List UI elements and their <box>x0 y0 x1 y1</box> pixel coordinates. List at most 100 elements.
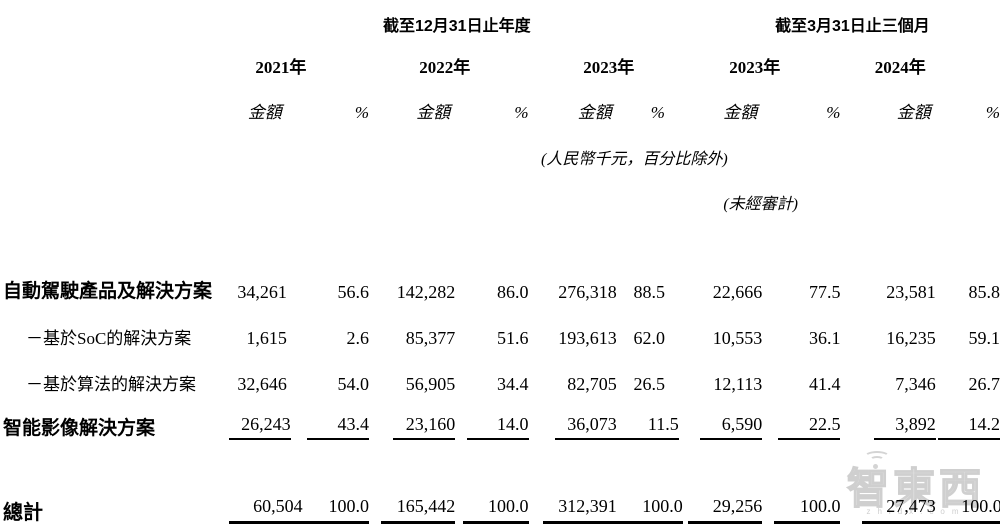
value: 193,613 <box>558 328 617 348</box>
value: 312,391 <box>542 496 617 524</box>
value: 10,553 <box>712 328 763 348</box>
percent-cell: 100.0 <box>762 492 841 524</box>
units-note-text: (人民幣千元，百分比除外) <box>540 151 728 168</box>
percent-cell: 100.0 <box>935 492 1000 524</box>
year-label: 2023年 <box>583 58 635 77</box>
value: 100.0 <box>935 496 1000 524</box>
value: 26.7 <box>968 374 1000 394</box>
amount-cell: 22,666 <box>665 267 763 306</box>
amount-header: 金額 <box>723 103 758 122</box>
amount-cell: 23,160 <box>369 398 456 440</box>
value: 14.2 <box>938 414 1000 440</box>
period-group-annual: 截至12月31日止年度 <box>229 0 665 38</box>
amount-cell: 193,613 <box>529 306 617 352</box>
value: 16,235 <box>886 328 936 348</box>
unaudited-note: (未經審計) <box>665 172 841 217</box>
value: 1,615 <box>246 328 287 348</box>
year-label: 2023年 <box>729 58 781 77</box>
year-2023-q1: 2023年 <box>665 38 841 81</box>
amount-header: 金額 <box>416 103 451 122</box>
amount-cell: 3,892 <box>840 398 936 440</box>
percent-header: % <box>826 103 841 122</box>
value: 23,160 <box>393 414 456 440</box>
value: 142,282 <box>396 282 456 302</box>
period-group-row: 截至12月31日止年度 截至3月31日止三個月 <box>0 0 1000 38</box>
empty-cell <box>840 172 1000 217</box>
amount-cell: 12,113 <box>665 352 762 398</box>
amount-cell: 16,235 <box>840 306 936 352</box>
value: 29,256 <box>688 496 763 524</box>
percent-cell: 59.1 <box>936 306 1000 352</box>
value: 36.1 <box>808 328 841 348</box>
percent-header: % <box>985 103 1000 122</box>
total-label: 總計 <box>3 502 43 524</box>
empty-cell <box>0 38 229 81</box>
value: 85.8 <box>968 282 1000 302</box>
year-label: 2022年 <box>419 58 471 77</box>
value: 100.0 <box>303 496 370 524</box>
row-label: －基於算法的解決方案 <box>26 375 196 394</box>
period-group-quarter-label: 截至3月31日止三個月 <box>775 18 930 35</box>
amount-cell: 56,905 <box>369 352 456 398</box>
value: 2.6 <box>346 328 370 348</box>
value: 100.0 <box>462 496 529 524</box>
value: 26.5 <box>633 374 665 394</box>
column-subheader-row: 金額 % 金額 % 金額 % 金額 % 金額 % <box>0 81 1000 125</box>
percent-cell: 88.5 <box>617 267 665 306</box>
row-label: 智能影像解決方案 <box>3 418 156 439</box>
amount-cell: 312,391 <box>529 492 617 524</box>
table-row: 自動駕駛產品及解決方案 34,261 56.6 142,282 86.0 276… <box>0 267 1000 306</box>
amount-cell: 7,346 <box>840 352 936 398</box>
watermark-domain-text: zhidx.com <box>866 507 966 516</box>
amount-cell: 60,504 <box>228 492 303 524</box>
percent-cell: 100.0 <box>455 492 529 524</box>
table-row: 智能影像解決方案 26,243 43.4 23,160 14.0 36,073 … <box>0 398 1000 440</box>
year-header-row: 2021年 2022年 2023年 2023年 2024年 <box>0 38 1000 81</box>
amount-cell: 6,590 <box>665 398 763 440</box>
value: 12,113 <box>713 374 763 394</box>
value: 32,646 <box>237 374 287 394</box>
percent-cell: 36.1 <box>762 306 841 352</box>
value: 85,377 <box>405 328 456 348</box>
empty-cell <box>0 81 229 125</box>
amount-cell: 36,073 <box>529 398 617 440</box>
value: 88.5 <box>633 282 665 302</box>
value: 276,318 <box>558 282 617 302</box>
watermark-logo-text: 智東西 <box>846 465 985 512</box>
value: 6,590 <box>700 414 763 440</box>
value: 60,504 <box>228 496 303 524</box>
amount-header: 金額 <box>577 103 612 122</box>
value: 23,581 <box>886 282 936 302</box>
value: 56.6 <box>337 282 370 302</box>
amount-cell: 1,615 <box>229 306 287 352</box>
units-note-row: (人民幣千元，百分比除外) <box>0 125 1000 172</box>
percent-cell: 11.5 <box>616 398 679 440</box>
spacer-row <box>0 217 1000 267</box>
value: 7,346 <box>895 374 936 394</box>
amount-cell: 32,646 <box>229 352 287 398</box>
amount-cell: 27,473 <box>840 492 936 524</box>
percent-cell: 2.6 <box>287 306 370 352</box>
period-group-annual-label: 截至12月31日止年度 <box>382 18 531 35</box>
value: 54.0 <box>337 374 370 394</box>
empty-cell <box>0 125 229 172</box>
value: 82,705 <box>567 374 617 394</box>
amount-cell: 82,705 <box>529 352 617 398</box>
value: 165,442 <box>381 496 456 524</box>
percent-header: % <box>650 103 665 122</box>
value: 26,243 <box>228 414 291 440</box>
amount-header: 金額 <box>896 103 931 122</box>
year-label: 2024年 <box>874 58 926 77</box>
percent-header: % <box>514 103 529 122</box>
percent-cell: 34.4 <box>455 352 529 398</box>
amount-cell: 10,553 <box>665 306 763 352</box>
percent-header: % <box>354 103 370 122</box>
percent-cell: 26.5 <box>617 352 665 398</box>
year-label: 2021年 <box>255 58 307 77</box>
amount-cell: 29,256 <box>665 492 763 524</box>
percent-cell: 56.6 <box>287 267 370 306</box>
table-row: －基於算法的解決方案 32,646 54.0 56,905 34.4 82,70… <box>0 352 1000 398</box>
amount-cell: 165,442 <box>369 492 456 524</box>
percent-cell: 86.0 <box>455 267 529 306</box>
